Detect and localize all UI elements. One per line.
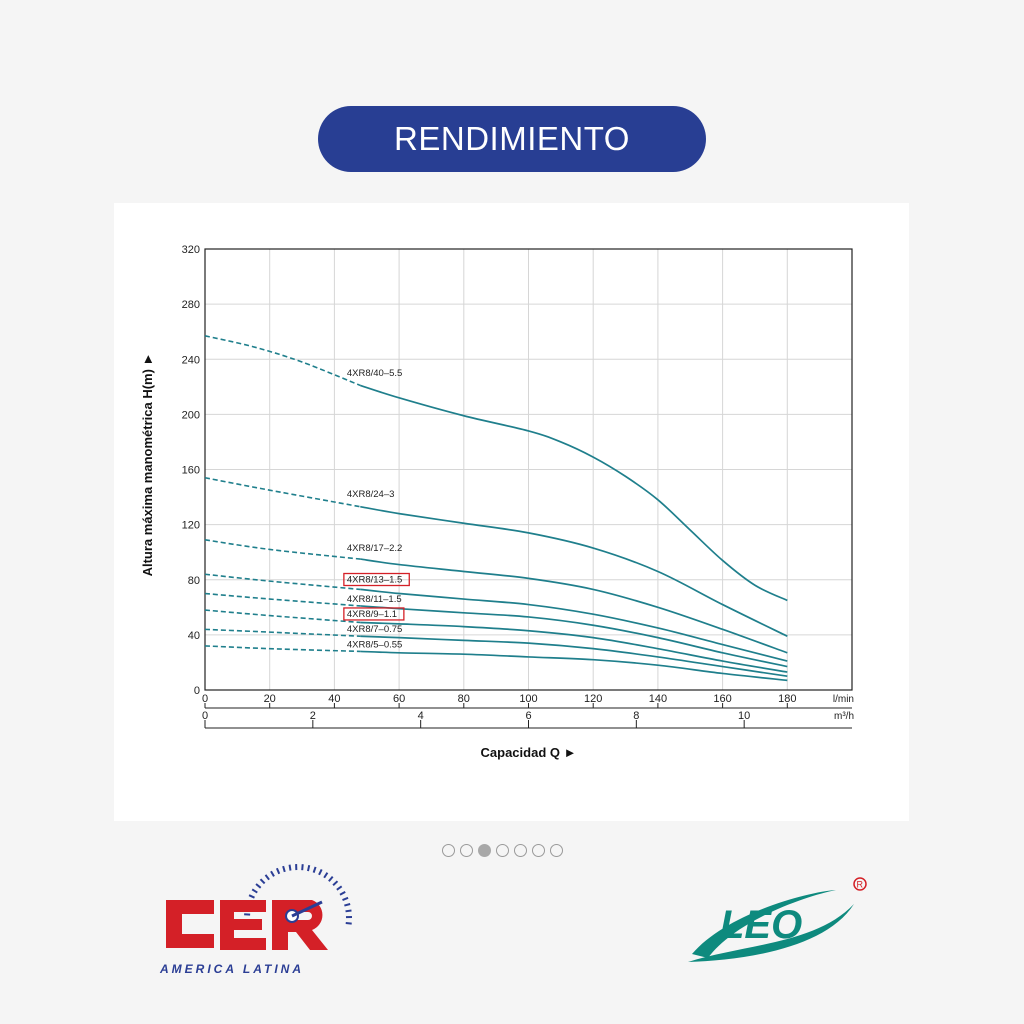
y-tick-label: 280 [182, 299, 200, 311]
series-label-2: 4XR8/24–3 [347, 489, 395, 500]
x-unit-label: l/min [833, 694, 854, 705]
x2-tick-label: 8 [633, 710, 639, 722]
series-label-6: 4XR8/9–1.1 [347, 609, 397, 620]
series-line-3 [360, 558, 788, 654]
x-axis-title: Capacidad Q ► [481, 745, 577, 760]
series-line-6 [360, 621, 788, 673]
y-tick-label: 200 [182, 409, 200, 421]
y-tick-label: 160 [182, 465, 200, 477]
series-label-5: 4XR8/11–1.5 [347, 594, 402, 605]
x2-tick-label: 10 [738, 710, 750, 722]
x-tick-label: 0 [202, 693, 208, 705]
x-tick-label: 140 [649, 693, 667, 705]
y-tick-label: 240 [182, 354, 200, 366]
x2-tick-label: 6 [525, 710, 531, 722]
series-line-4 [360, 588, 788, 662]
section-title-banner: RENDIMIENTO [318, 106, 706, 172]
y-tick-label: 320 [182, 244, 200, 256]
series-line-dashed-3 [204, 538, 361, 560]
series-label-highlight-6 [343, 607, 405, 621]
y-tick-label: 80 [188, 575, 200, 587]
series-line-dashed-1 [204, 335, 361, 387]
series-line-dashed-5 [204, 592, 361, 607]
svg-text:R: R [857, 880, 864, 890]
x2-unit-label: m³/h [834, 711, 854, 722]
series-line-dashed-4 [204, 573, 361, 591]
series-line-8 [360, 650, 788, 682]
carousel-dot-2[interactable] [460, 844, 473, 857]
leo-logo: LEO R [688, 877, 867, 962]
carousel-dot-6[interactable] [532, 844, 545, 857]
carousel-dot-1[interactable] [442, 844, 455, 857]
performance-chart-card: 0 40 80 120 160 200 240 280 320 0 20 40 60 80 100 120 14… [114, 203, 909, 821]
series-line-5 [360, 605, 788, 668]
svg-text:LEO: LEO [720, 903, 802, 947]
series-label-1: 4XR8/40–5.5 [347, 368, 402, 379]
x2-tick-label: 2 [310, 710, 316, 722]
x-tick-label: 120 [584, 693, 602, 705]
series-line-dashed-7 [204, 628, 361, 638]
plot-frame [204, 248, 853, 691]
carousel-dot-5[interactable] [514, 844, 527, 857]
series-line-7 [360, 635, 788, 678]
series-label-4: 4XR8/13–1.5 [347, 575, 402, 586]
y-tick-label: 0 [194, 685, 200, 697]
series-label-7: 4XR8/7–0.75 [347, 624, 402, 635]
series-line-dashed-6 [204, 609, 361, 624]
x-tick-label: 160 [713, 693, 731, 705]
series-line-2 [360, 505, 788, 638]
carousel-dot-4[interactable] [496, 844, 509, 857]
y-axis-title: Altura máxima manométrica H(m) ► [140, 353, 155, 577]
y-tick-label: 120 [182, 520, 200, 532]
series-line-dashed-8 [204, 645, 361, 653]
y-tick-label: 40 [188, 630, 200, 642]
section-title: RENDIMIENTO [394, 120, 630, 157]
carousel-dots [442, 844, 563, 860]
cer-logo-subtitle: AMERICA LATINA [160, 962, 304, 976]
series-line-dashed-2 [204, 476, 361, 508]
carousel-dot-3[interactable] [478, 844, 491, 857]
series-label-3: 4XR8/17–2.2 [347, 543, 402, 554]
cer-logo [166, 863, 353, 950]
carousel-dot-7[interactable] [550, 844, 563, 857]
x2-tick-label: 4 [418, 710, 424, 722]
x-tick-label: 180 [778, 693, 796, 705]
x-tick-label: 20 [264, 693, 276, 705]
series-label-8: 4XR8/5–0.55 [347, 639, 402, 650]
x2-tick-label: 0 [202, 710, 208, 722]
series-line-1 [360, 384, 788, 602]
x-tick-label: 80 [458, 693, 470, 705]
x-tick-label: 60 [393, 693, 405, 705]
series-label-highlight-4 [343, 572, 410, 587]
x-tick-label: 100 [519, 693, 537, 705]
x-tick-label: 40 [328, 693, 340, 705]
